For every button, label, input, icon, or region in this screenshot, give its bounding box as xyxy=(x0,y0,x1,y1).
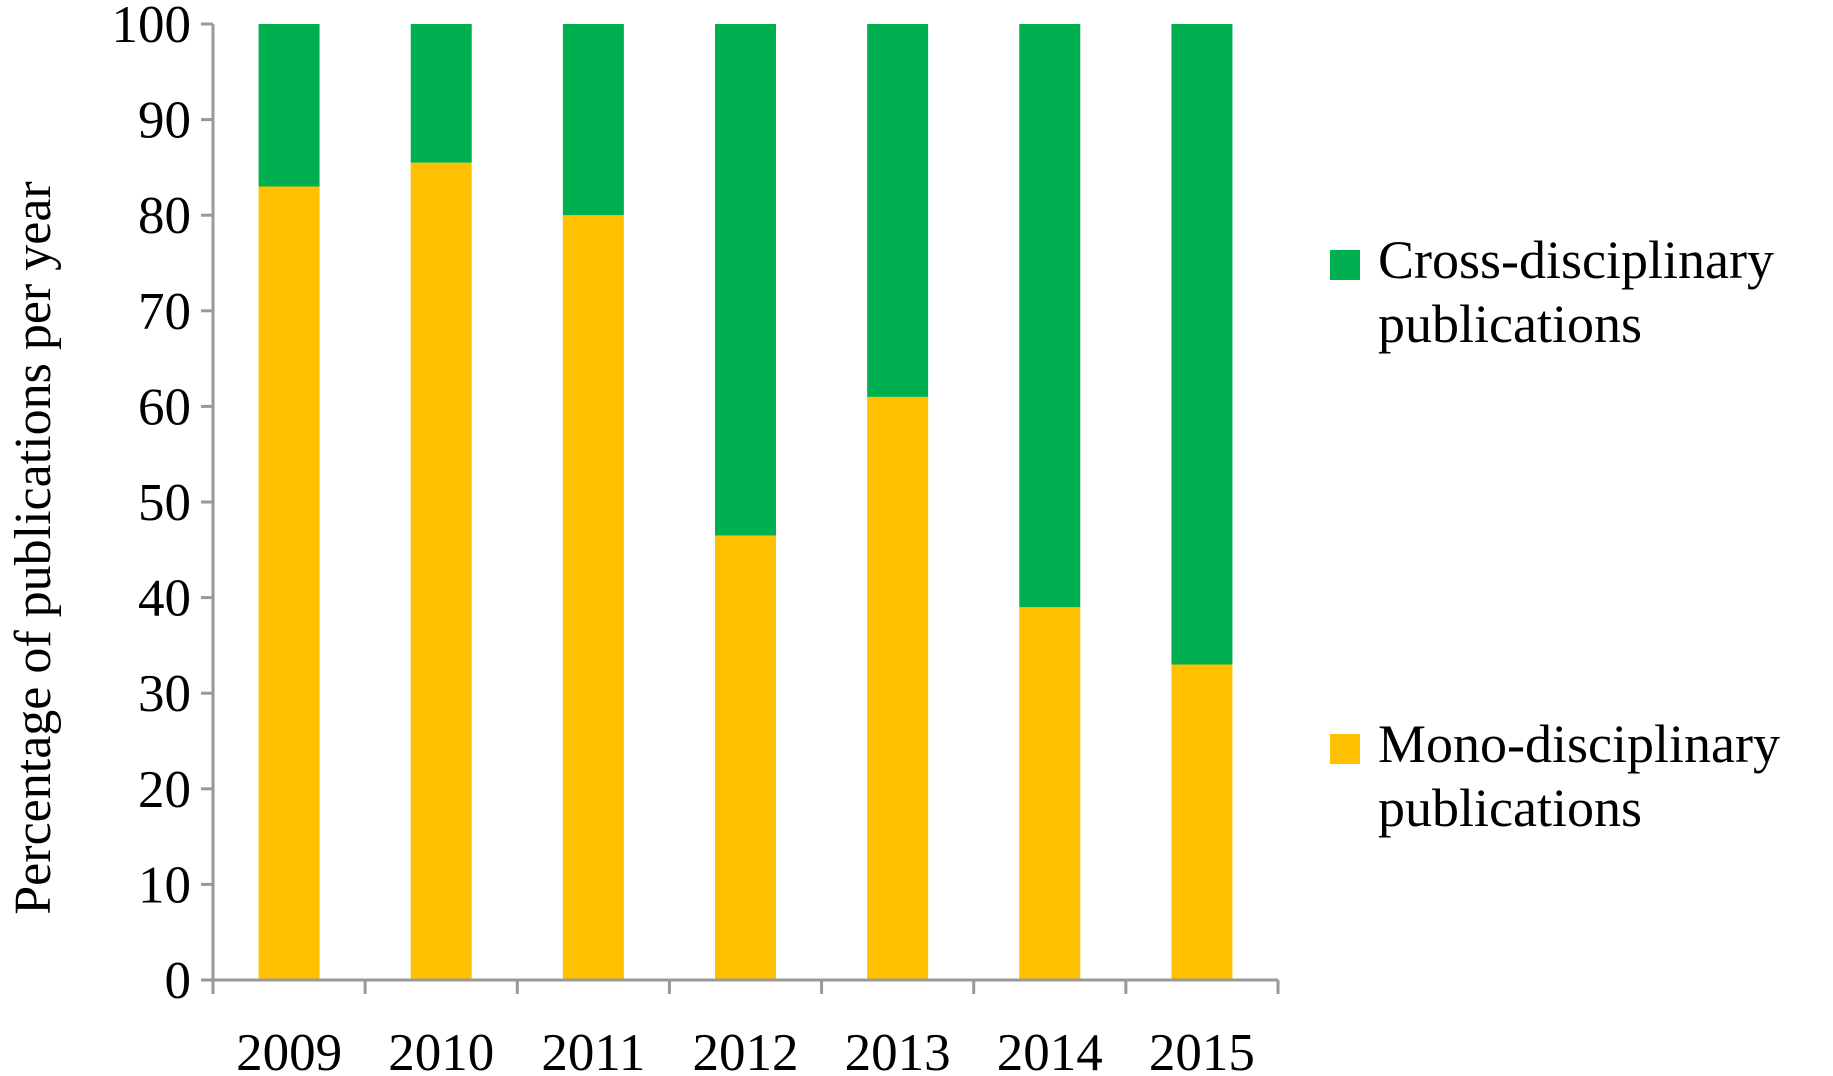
bar-mono-2009 xyxy=(258,186,320,980)
legend-label-cross: Cross-disciplinary publications xyxy=(1378,230,1774,354)
axes-group xyxy=(201,22,1280,994)
y-tick-label: 90 xyxy=(138,92,191,150)
bar-cross-2013 xyxy=(867,24,929,397)
y-tick-label: 0 xyxy=(165,952,192,1010)
y-tick-label: 40 xyxy=(138,570,191,628)
y-tick-label: 10 xyxy=(138,856,191,914)
x-tick-label: 2015 xyxy=(1149,1024,1255,1076)
bar-cross-2014 xyxy=(1019,24,1081,608)
y-axis-title: Percentage of publications per year xyxy=(5,181,62,914)
x-tick-label: 2011 xyxy=(541,1024,645,1076)
bar-cross-2015 xyxy=(1171,24,1233,665)
y-tick-label: 80 xyxy=(138,187,191,245)
y-tick-label: 70 xyxy=(138,283,191,341)
y-tick-label: 50 xyxy=(138,474,191,532)
bar-cross-2009 xyxy=(258,24,320,187)
bar-mono-2015 xyxy=(1171,664,1233,980)
bar-cross-2010 xyxy=(410,24,472,163)
bar-mono-2013 xyxy=(867,396,929,981)
x-tick-labels: 2009 2010 2011 2012 2013 2014 2015 xyxy=(236,1024,1255,1076)
x-tick-label: 2014 xyxy=(997,1024,1103,1076)
x-tick-label: 2009 xyxy=(236,1024,342,1076)
bar-mono-2010 xyxy=(410,162,472,980)
bar-mono-2011 xyxy=(562,215,624,980)
bar-mono-2014 xyxy=(1019,607,1081,980)
x-tick-label: 2010 xyxy=(388,1024,494,1076)
bar-cross-2012 xyxy=(715,24,776,536)
legend-label-mono: Mono-disciplinary publications xyxy=(1378,714,1780,838)
y-tick-label: 20 xyxy=(138,761,191,819)
y-tick-labels: 0 10 20 30 40 50 60 70 80 90 100 xyxy=(112,0,192,1010)
x-tick-label: 2012 xyxy=(693,1024,799,1076)
x-tick-label: 2013 xyxy=(845,1024,951,1076)
legend-swatch-mono xyxy=(1330,734,1360,764)
bar-mono-2012 xyxy=(715,535,776,980)
bars-group xyxy=(258,24,1233,981)
y-tick-label: 100 xyxy=(112,0,192,54)
y-tick-label: 60 xyxy=(138,378,191,436)
legend-swatch-cross xyxy=(1330,250,1360,280)
bar-cross-2011 xyxy=(562,24,624,216)
y-tick-label: 30 xyxy=(138,665,191,723)
